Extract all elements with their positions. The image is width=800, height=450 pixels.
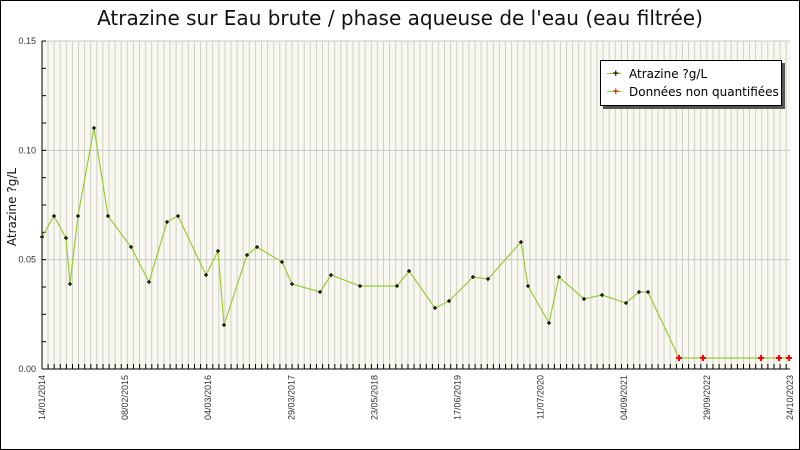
data-point [40, 235, 44, 239]
data-point [318, 290, 322, 294]
x-tick-label: 14/01/2014 [37, 375, 47, 420]
data-point [433, 306, 437, 310]
data-point [64, 236, 68, 240]
data-point [165, 220, 169, 224]
data-point [407, 269, 411, 273]
x-tick-label: 11/07/2020 [536, 375, 546, 419]
data-point [329, 273, 333, 277]
data-point [519, 240, 523, 244]
x-tick-label: 24/10/2023 [785, 375, 795, 420]
legend-swatch-icon: + [607, 86, 621, 98]
data-point [582, 297, 586, 301]
y-tick-label: 0.10 [18, 145, 36, 155]
non-quantified-point [758, 355, 764, 361]
non-quantified-point [676, 355, 682, 361]
data-point [447, 299, 451, 303]
chart-title: Atrazine sur Eau brute / phase aqueuse d… [97, 6, 703, 30]
data-point [486, 277, 490, 281]
data-point [526, 284, 530, 288]
x-tick-label: 04/03/2016 [203, 375, 213, 420]
data-point [395, 284, 399, 288]
data-point [147, 280, 151, 284]
legend: + Atrazine ?g/L + Données non quantifiée… [600, 60, 782, 106]
legend-item-non-quantified: + Données non quantifiées [607, 83, 779, 101]
data-point [557, 275, 561, 279]
legend-swatch-icon: + [607, 68, 621, 80]
x-tick-label: 23/05/2018 [369, 375, 379, 420]
data-point [471, 275, 475, 279]
data-point [222, 323, 226, 327]
data-point [216, 249, 220, 253]
data-point [245, 253, 249, 257]
legend-item-atrazine: + Atrazine ?g/L [607, 65, 707, 83]
x-tick-label: 08/02/2015 [120, 375, 130, 420]
data-point [255, 245, 259, 249]
y-axis-label: Atrazine ?g/L [5, 167, 19, 247]
non-quantified-point [700, 355, 706, 361]
legend-label: Atrazine ?g/L [629, 67, 708, 81]
data-point [52, 214, 56, 218]
x-tick-label: 17/06/2019 [453, 375, 463, 420]
data-point [106, 214, 110, 218]
data-point [358, 284, 362, 288]
non-quantified-point [776, 355, 782, 361]
data-point [68, 282, 72, 286]
y-tick-label: 0.15 [18, 36, 36, 46]
data-point [204, 273, 208, 277]
data-point [290, 282, 294, 286]
x-tick-label: 29/03/2017 [286, 375, 296, 420]
data-point [600, 293, 604, 297]
data-point [176, 214, 180, 218]
data-point [646, 290, 650, 294]
data-point [624, 301, 628, 305]
data-point [280, 260, 284, 264]
data-point [76, 214, 80, 218]
data-point [92, 126, 96, 130]
data-point [547, 321, 551, 325]
x-tick-label: 04/09/2021 [619, 375, 629, 420]
non-quantified-point [786, 355, 792, 361]
data-point [637, 290, 641, 294]
y-tick-label: 0.05 [18, 255, 36, 265]
y-tick-label: 0.00 [18, 364, 36, 374]
data-point [129, 245, 133, 249]
x-tick-label: 29/09/2022 [702, 375, 712, 420]
legend-label: Données non quantifiées [629, 85, 779, 99]
